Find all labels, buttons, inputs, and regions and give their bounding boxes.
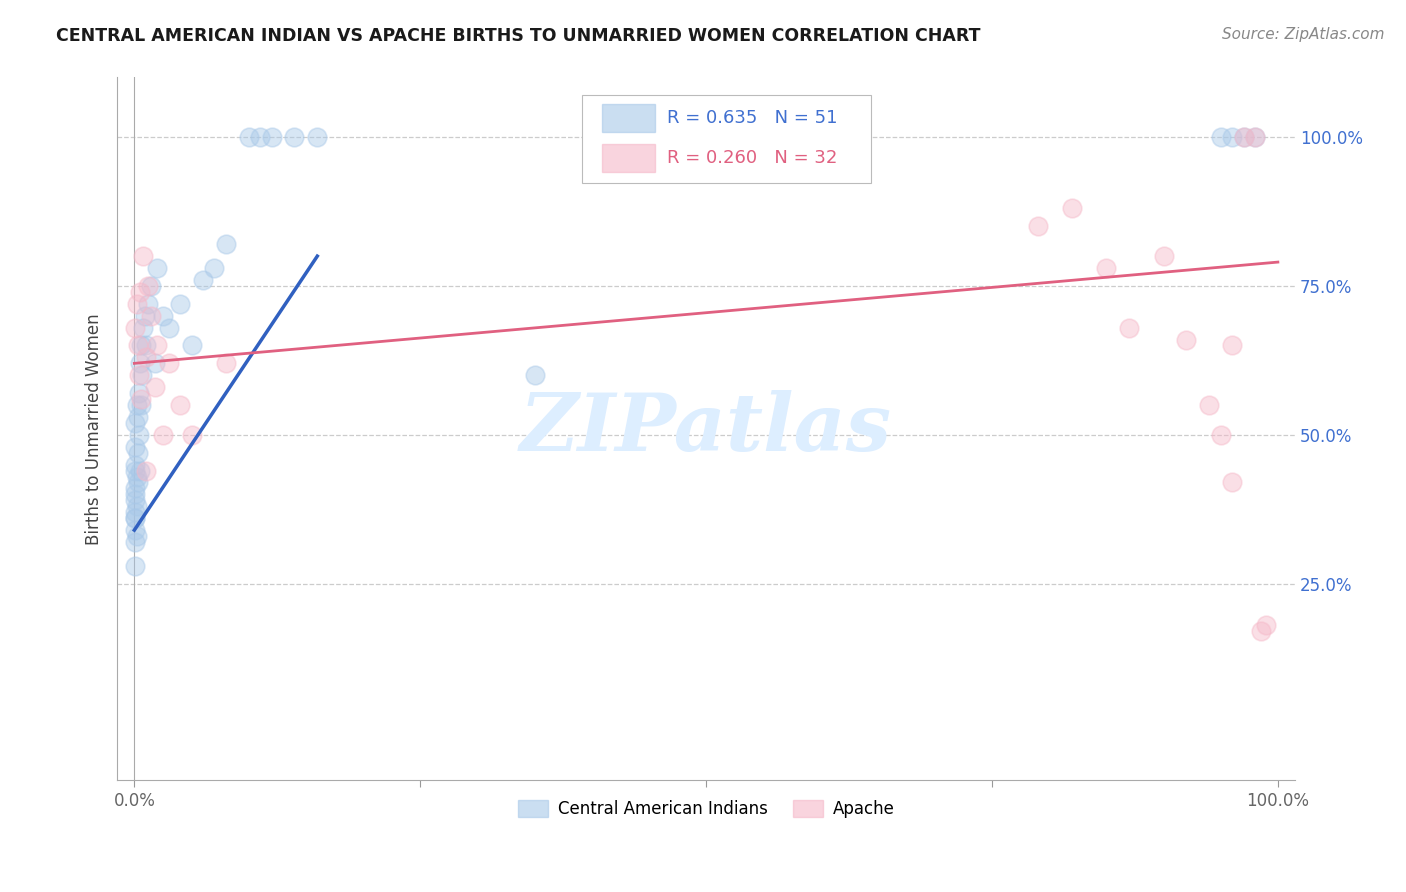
Point xyxy=(124,458,146,472)
Point xyxy=(283,130,305,145)
Point xyxy=(1250,624,1272,639)
Point xyxy=(1220,130,1243,145)
Point xyxy=(157,356,180,370)
Point xyxy=(143,380,166,394)
Point xyxy=(129,392,152,406)
Point xyxy=(124,482,146,496)
Point xyxy=(125,529,148,543)
Point xyxy=(124,487,146,501)
Point xyxy=(124,440,146,454)
Point xyxy=(128,368,150,383)
Point xyxy=(180,338,202,352)
Point xyxy=(125,297,148,311)
Point xyxy=(129,338,152,352)
Point xyxy=(169,398,191,412)
Point xyxy=(238,130,260,145)
Point xyxy=(124,320,146,334)
FancyBboxPatch shape xyxy=(582,95,870,183)
Point xyxy=(1232,130,1254,145)
Point xyxy=(307,130,329,145)
Point xyxy=(124,511,146,525)
Point xyxy=(124,523,146,537)
FancyBboxPatch shape xyxy=(602,145,655,172)
Point xyxy=(141,309,163,323)
Point xyxy=(146,261,169,276)
Text: ZIPatlas: ZIPatlas xyxy=(520,390,893,467)
Point xyxy=(128,386,150,401)
Point xyxy=(523,368,546,383)
Point xyxy=(124,416,146,430)
Point xyxy=(124,464,146,478)
Point xyxy=(129,464,152,478)
Point xyxy=(152,427,174,442)
Point xyxy=(136,297,159,311)
Point xyxy=(135,464,157,478)
Point xyxy=(1244,130,1267,145)
Point xyxy=(129,398,152,412)
Point xyxy=(125,469,148,483)
Text: Source: ZipAtlas.com: Source: ZipAtlas.com xyxy=(1222,27,1385,42)
Point xyxy=(1118,320,1140,334)
Point xyxy=(127,446,149,460)
Point xyxy=(127,475,149,490)
Point xyxy=(146,338,169,352)
Point xyxy=(152,309,174,323)
Y-axis label: Births to Unmarried Women: Births to Unmarried Women xyxy=(86,313,103,545)
Point xyxy=(135,351,157,365)
Text: R = 0.260   N = 32: R = 0.260 N = 32 xyxy=(668,149,838,168)
Point xyxy=(1220,338,1243,352)
Point xyxy=(1232,130,1254,145)
Point xyxy=(1026,219,1049,234)
Point xyxy=(143,356,166,370)
Point xyxy=(1256,618,1278,632)
Point xyxy=(135,338,157,352)
Point xyxy=(141,279,163,293)
Point xyxy=(127,338,149,352)
Point xyxy=(260,130,283,145)
Point xyxy=(249,130,271,145)
Point xyxy=(124,505,146,519)
Point xyxy=(1060,202,1083,216)
Point xyxy=(1175,333,1198,347)
Text: CENTRAL AMERICAN INDIAN VS APACHE BIRTHS TO UNMARRIED WOMEN CORRELATION CHART: CENTRAL AMERICAN INDIAN VS APACHE BIRTHS… xyxy=(56,27,981,45)
Point xyxy=(1198,398,1220,412)
Point xyxy=(191,273,214,287)
Point xyxy=(157,320,180,334)
Point xyxy=(136,279,159,293)
Point xyxy=(127,409,149,424)
Point xyxy=(180,427,202,442)
Point xyxy=(124,558,146,573)
Text: R = 0.635   N = 51: R = 0.635 N = 51 xyxy=(668,109,838,127)
Point xyxy=(124,535,146,549)
Point xyxy=(124,493,146,508)
Point xyxy=(128,427,150,442)
Point xyxy=(215,356,238,370)
Point xyxy=(1220,475,1243,490)
Point xyxy=(132,249,155,263)
Point xyxy=(1095,261,1118,276)
Point xyxy=(215,237,238,252)
Point xyxy=(131,368,153,383)
Point xyxy=(129,285,152,299)
Point xyxy=(134,309,156,323)
Point xyxy=(129,356,152,370)
Point xyxy=(1209,427,1232,442)
Point xyxy=(1244,130,1267,145)
Point xyxy=(125,398,148,412)
Point xyxy=(125,500,148,514)
Legend: Central American Indians, Apache: Central American Indians, Apache xyxy=(510,793,901,825)
Point xyxy=(202,261,225,276)
Point xyxy=(1209,130,1232,145)
Point xyxy=(124,511,146,525)
Point xyxy=(169,297,191,311)
Point xyxy=(1153,249,1175,263)
Point xyxy=(132,320,155,334)
FancyBboxPatch shape xyxy=(602,103,655,132)
